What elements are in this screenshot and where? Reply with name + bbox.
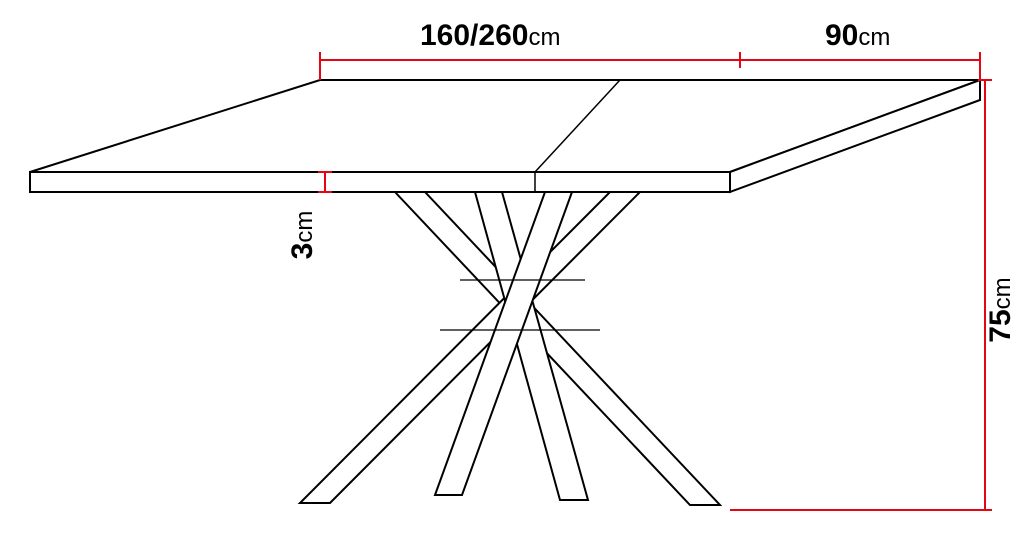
dimension-height-label: 75cm — [984, 277, 1017, 342]
table-legs — [300, 192, 720, 505]
table-technical-drawing: 160/260cm 90cm 75cm 3cm — [0, 0, 1020, 554]
dimension-width-label: 90cm — [825, 19, 890, 52]
dimension-thickness-label: 3cm — [286, 211, 319, 260]
dimension-length-label: 160/260cm — [420, 19, 560, 52]
dimension-width — [740, 52, 980, 80]
tabletop-surface — [30, 80, 980, 172]
tabletop-front-face — [30, 172, 730, 192]
dimension-length — [320, 52, 740, 80]
